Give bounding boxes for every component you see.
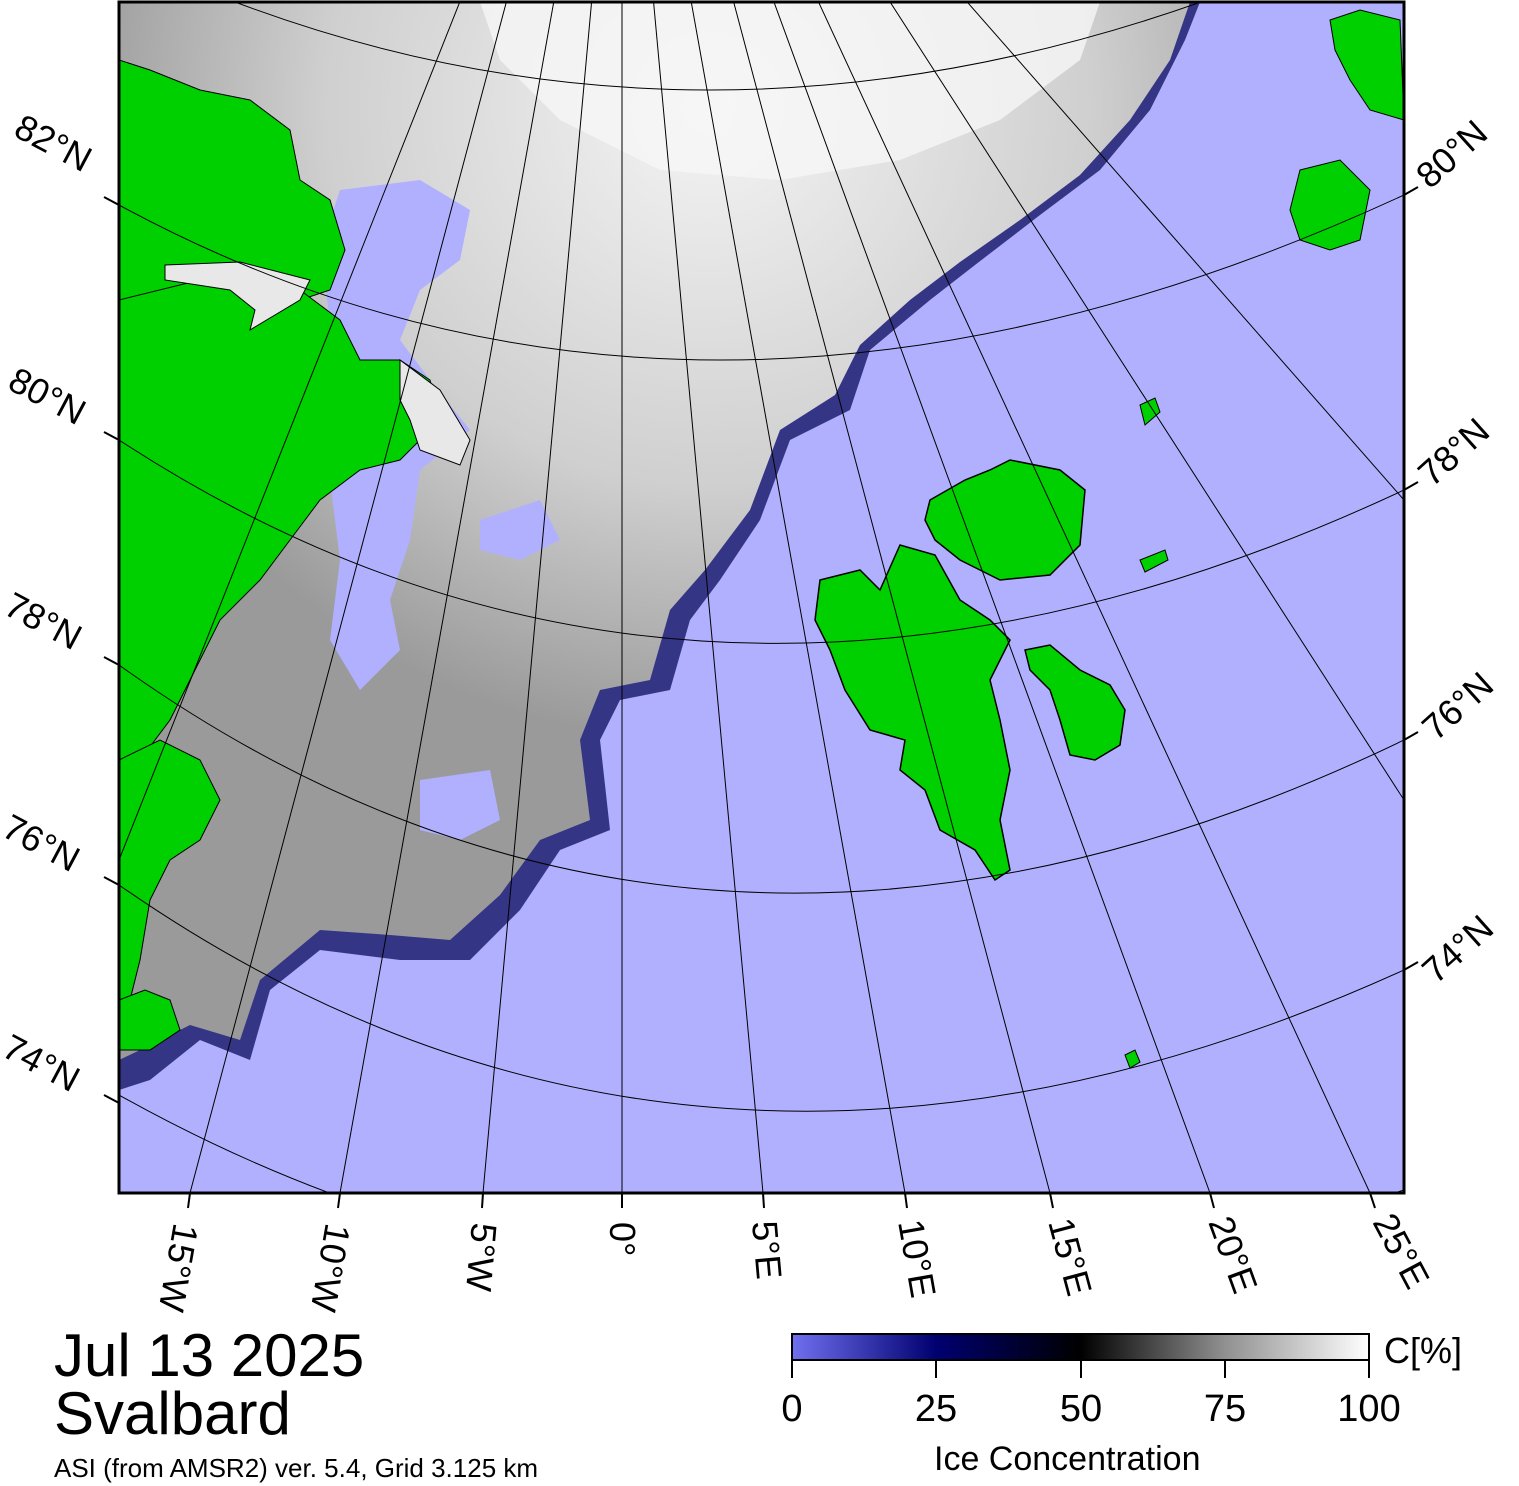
open-water-bay [420,770,500,840]
credit-text: ASI (from AMSR2) ver. 5.4, Grid 3.125 km [54,1453,539,1483]
colorbar-tick-label: 100 [1337,1388,1401,1430]
tick-marks [103,186,1419,1209]
lat-label-right: 80°N [1408,112,1495,196]
lon-label: 5°E [744,1219,790,1281]
barentsoya-island [1024,644,1126,761]
region-title: Svalbard [54,1380,291,1447]
lon-label: 5°W [458,1221,505,1293]
map-frame [117,0,1406,1195]
lon-label: 15°E [1040,1213,1100,1299]
colorbar [791,1333,1370,1361]
high-concentration-ice [480,2,1100,180]
colorbar-unit: C[%] [1384,1330,1463,1371]
franz-josef-land [1289,159,1371,251]
lon-label: 10°E [890,1216,944,1300]
lat-label-left: 76°N [0,806,87,880]
date-title: Jul 13 2025 [54,1322,365,1389]
colorbar-tick-label: 75 [1203,1388,1247,1430]
colorbar-tick-label: 0 [781,1388,803,1430]
open-water-bay [480,500,560,560]
lat-label-left: 78°N [0,584,89,658]
lon-label: 15°W [151,1221,207,1315]
greenland-land [119,279,441,771]
longitude-gridlines [119,2,1404,1193]
lat-label-left: 80°N [2,359,92,433]
lat-label-right: 76°N [1414,664,1501,748]
bjornoya-island [1124,1049,1141,1069]
kvitoya-island [1139,397,1161,426]
hopen-island [1139,549,1169,573]
lon-label: 0° [602,1222,643,1256]
glacier-tongue [164,261,311,332]
lat-label-left: 74°N [0,1026,87,1100]
lon-label: 10°W [303,1221,359,1315]
greenland-land [119,989,181,1051]
lat-label-right: 78°N [1410,410,1497,494]
colorbar-tick-label: 25 [914,1388,958,1430]
colorbar-title: Ice Concentration [934,1440,1201,1478]
glacier-tongue [399,359,471,466]
colorbar-tick-label: 50 [1059,1388,1103,1430]
franz-josef-land [1329,9,1404,121]
lat-label-left: 82°N [8,106,98,180]
lat-label-right: 74°N [1414,907,1501,991]
colorbar-ticks [791,1360,1370,1378]
latitude-gridlines [119,2,1404,1193]
lon-label: 20°E [1200,1211,1265,1299]
lon-label: 25°E [1365,1207,1438,1296]
